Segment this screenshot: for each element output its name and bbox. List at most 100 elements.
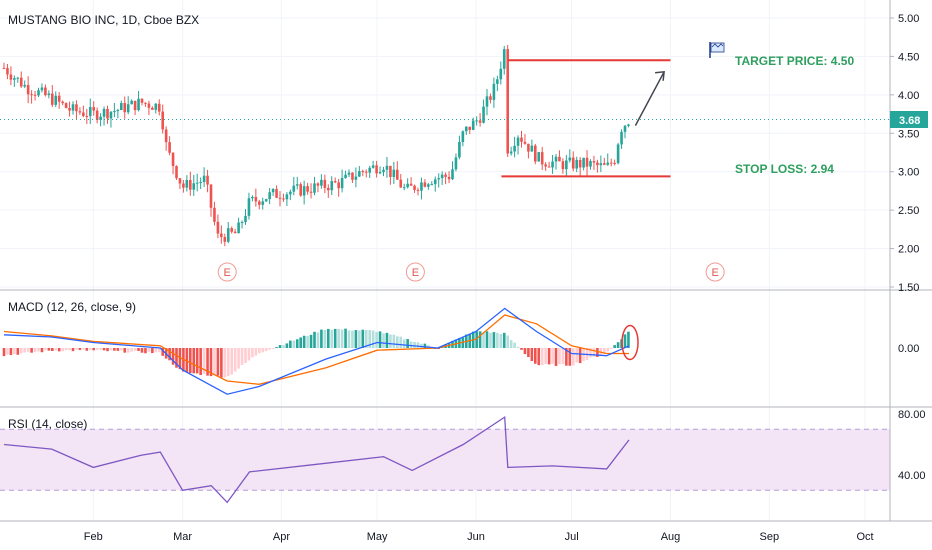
candle-body bbox=[402, 187, 406, 189]
macd-histogram-bar bbox=[534, 348, 537, 364]
candle-body bbox=[226, 228, 230, 242]
candle-body bbox=[537, 152, 541, 162]
earnings-marker-label: E bbox=[412, 267, 419, 279]
time-tick-label: Jun bbox=[467, 531, 485, 543]
macd-histogram-bar bbox=[558, 348, 561, 365]
candle-body bbox=[416, 189, 420, 191]
candle-body bbox=[275, 189, 278, 198]
candle-body bbox=[323, 179, 327, 188]
macd-histogram-bar bbox=[496, 332, 499, 348]
macd-histogram-bar bbox=[344, 328, 347, 348]
macd-histogram-bar bbox=[130, 348, 133, 352]
candle-body bbox=[189, 179, 192, 190]
time-tick-label: Feb bbox=[84, 531, 103, 543]
macd-histogram-bar bbox=[516, 346, 520, 348]
candle-body bbox=[558, 156, 561, 162]
macd-histogram-bar bbox=[44, 348, 47, 351]
macd-histogram-bar bbox=[9, 348, 13, 355]
candle-body bbox=[282, 198, 285, 200]
macd-histogram-bar bbox=[361, 329, 365, 348]
macd-histogram-bar bbox=[385, 332, 389, 348]
macd-histogram-bar bbox=[195, 348, 199, 374]
candle-body bbox=[502, 49, 506, 69]
macd-histogram-bar bbox=[171, 348, 175, 365]
macd-histogram-bar bbox=[216, 348, 220, 376]
candle-body bbox=[102, 108, 106, 117]
macd-histogram-bar bbox=[509, 340, 513, 348]
candle-body bbox=[509, 151, 513, 154]
candle-body bbox=[182, 183, 185, 188]
macd-histogram-bar bbox=[551, 348, 554, 364]
macd-histogram-bar bbox=[71, 348, 75, 352]
candle-body bbox=[33, 94, 37, 96]
candle-body bbox=[64, 103, 68, 108]
macd-histogram-bar bbox=[375, 331, 378, 348]
candle-body bbox=[144, 102, 147, 104]
candle-body bbox=[292, 185, 296, 192]
candle-body bbox=[220, 233, 223, 238]
macd-histogram-bar bbox=[185, 348, 189, 372]
macd-histogram-bar bbox=[61, 348, 64, 352]
macd-histogram-bar bbox=[316, 332, 320, 348]
rsi-label: RSI (14, close) bbox=[8, 417, 87, 431]
candle-body bbox=[299, 184, 302, 196]
macd-histogram-bar bbox=[544, 348, 547, 364]
candle-body bbox=[109, 111, 113, 119]
macd-histogram-bar bbox=[161, 348, 164, 356]
candle-body bbox=[161, 111, 164, 130]
macd-histogram-bar bbox=[320, 329, 323, 348]
candle-body bbox=[458, 142, 461, 158]
macd-histogram-bar bbox=[368, 330, 371, 348]
macd-histogram-bar bbox=[358, 330, 361, 348]
candle-body bbox=[120, 103, 123, 110]
candle-body bbox=[413, 185, 416, 190]
macd-histogram-bar bbox=[627, 331, 630, 348]
candle-body bbox=[13, 78, 16, 80]
macd-histogram-bar bbox=[78, 348, 82, 350]
macd-histogram-bar bbox=[502, 332, 506, 348]
macd-histogram-bar bbox=[565, 348, 568, 366]
macd-cross-circle bbox=[621, 324, 639, 361]
candle-body bbox=[54, 95, 58, 105]
rsi-tick-label: 40.00 bbox=[898, 470, 926, 482]
candle-body bbox=[95, 110, 99, 120]
candle-body bbox=[609, 162, 613, 164]
macd-histogram-bar bbox=[54, 348, 58, 351]
candle-body bbox=[499, 68, 503, 80]
macd-histogram-bar bbox=[299, 337, 302, 348]
candle-body bbox=[113, 111, 116, 113]
candle-body bbox=[627, 124, 630, 126]
macd-histogram-bar bbox=[251, 348, 254, 358]
macd-histogram-bar bbox=[609, 348, 613, 349]
rsi-band-group bbox=[0, 428, 890, 491]
macd-histogram-bar bbox=[223, 348, 227, 378]
candle-body bbox=[327, 187, 330, 191]
candle-body bbox=[361, 171, 365, 173]
candle-body bbox=[399, 179, 403, 188]
candle-body bbox=[389, 165, 392, 177]
price-tick-label: 3.00 bbox=[898, 167, 919, 179]
macd-histogram-bar bbox=[147, 348, 151, 352]
macd-histogram-bar bbox=[409, 341, 413, 348]
candle-body bbox=[30, 94, 33, 96]
candle-body bbox=[337, 182, 340, 189]
macd-histogram-bar bbox=[285, 343, 289, 348]
earnings-marker bbox=[405, 262, 425, 282]
macd-histogram-bar bbox=[13, 348, 16, 355]
last-price-tag-bg bbox=[890, 111, 928, 128]
macd-histogram-bar bbox=[313, 331, 316, 348]
candle-body bbox=[61, 101, 64, 104]
rsi-band bbox=[0, 429, 890, 491]
candle-body bbox=[199, 182, 202, 184]
macd-histogram-bar bbox=[289, 340, 292, 348]
macd-histogram-bar bbox=[499, 334, 503, 348]
candle-body bbox=[251, 196, 254, 199]
candle-body bbox=[485, 96, 489, 107]
macd-histogram-bar bbox=[406, 339, 409, 348]
candle-body bbox=[157, 103, 161, 112]
macd-histogram-bar bbox=[520, 348, 523, 350]
macd-histogram-bar bbox=[623, 334, 627, 348]
macd-histogram-bar bbox=[189, 348, 192, 374]
macd-line bbox=[3, 307, 630, 395]
candle-body bbox=[454, 157, 458, 170]
